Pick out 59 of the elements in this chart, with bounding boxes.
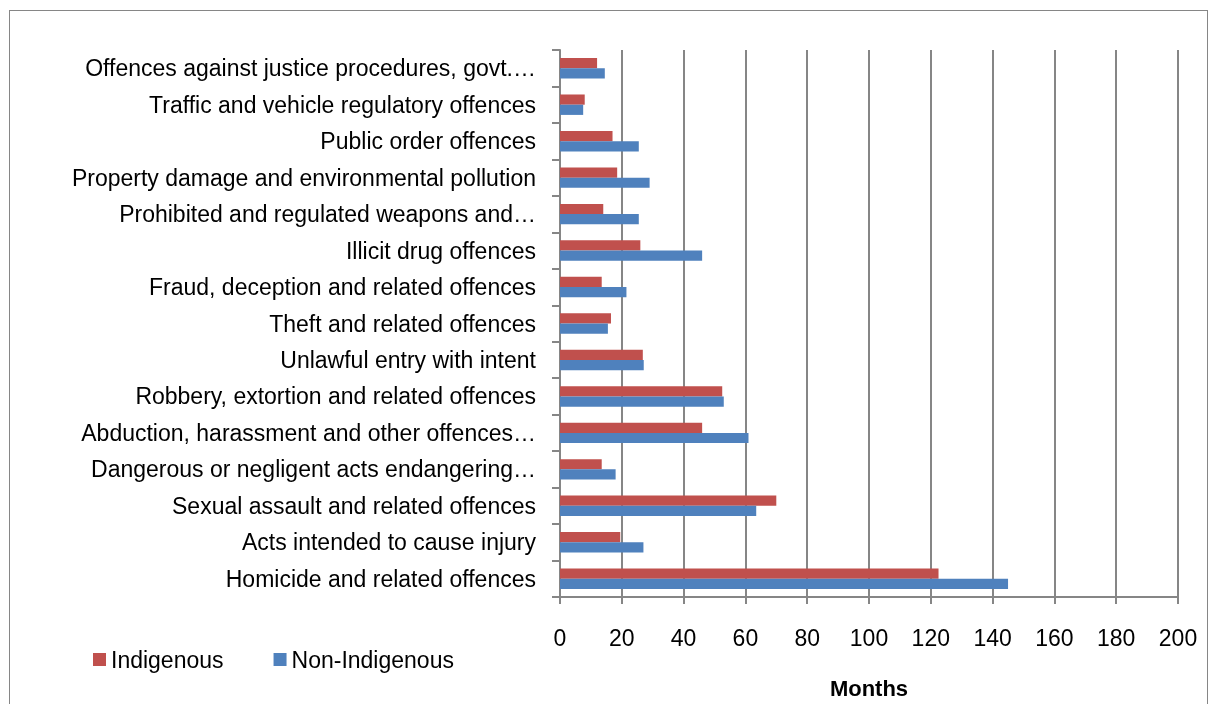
bar — [560, 240, 641, 251]
bar — [560, 422, 703, 433]
bar — [560, 542, 644, 553]
y-tick-label: Homicide and related offences — [225, 565, 536, 592]
bar — [560, 214, 639, 225]
x-tick-label: 0 — [553, 624, 567, 651]
bar — [560, 141, 639, 152]
y-tick-label: Fraud, deception and related offences — [148, 274, 536, 301]
x-tick-label: 140 — [973, 624, 1012, 651]
bar — [560, 578, 1009, 589]
y-tick-label: Dangerous or negligent acts endangering… — [91, 456, 536, 483]
x-tick-label: 180 — [1097, 624, 1136, 651]
bar — [560, 203, 604, 215]
bar — [560, 250, 703, 261]
bar — [560, 167, 618, 178]
legend-label: Non-Indigenous — [291, 646, 454, 673]
x-axis-title: Months — [829, 675, 909, 701]
y-tick-label: Prohibited and regulated weapons and… — [119, 201, 536, 228]
x-tick-label: 40 — [670, 624, 697, 651]
bar — [560, 505, 757, 517]
bar — [560, 313, 611, 324]
y-tick-label: Robbery, extortion and related offences — [135, 383, 536, 410]
bar — [560, 432, 749, 444]
bar — [560, 469, 616, 480]
bar — [560, 323, 608, 334]
legend-label: Indigenous — [111, 646, 224, 673]
y-tick-label: Property damage and environmental pollution — [71, 164, 536, 191]
y-tick-label: Sexual assault and related offences — [172, 492, 536, 519]
x-tick-label: 200 — [1158, 624, 1198, 651]
y-tick-label: Acts intended to cause injury — [241, 529, 537, 556]
x-tick-label: 80 — [794, 624, 820, 651]
bar — [560, 287, 627, 298]
bar — [560, 532, 621, 543]
y-tick-label: Unlawful entry with intent — [280, 346, 537, 373]
y-tick-label: Theft and related offences — [269, 310, 536, 337]
y-tick-label: Illicit drug offences — [345, 237, 536, 264]
y-tick-label: Traffic and vehicle regulatory offences — [149, 91, 536, 118]
bar — [560, 104, 584, 115]
y-tick-label: Public order offences — [320, 128, 536, 155]
x-tick-label: 100 — [849, 624, 889, 651]
x-tick-label: 120 — [911, 624, 950, 651]
bar — [560, 94, 585, 105]
bar — [560, 359, 644, 371]
x-tick-label: 160 — [1035, 624, 1074, 651]
bar — [560, 68, 605, 79]
bar — [560, 396, 724, 407]
bar — [560, 130, 613, 142]
x-tick-label: 20 — [609, 624, 635, 651]
y-tick-label: Abduction, harassment and other offences… — [81, 419, 536, 446]
bar — [560, 386, 723, 397]
y-tick-label: Offences against justice procedures, govt.… — [85, 55, 536, 82]
bar — [560, 349, 643, 360]
bar — [560, 58, 598, 69]
bar — [560, 276, 602, 288]
bar — [560, 568, 939, 579]
bar — [560, 177, 650, 188]
bar — [560, 459, 602, 470]
x-tick-label: 60 — [732, 624, 759, 651]
bar — [560, 495, 777, 506]
